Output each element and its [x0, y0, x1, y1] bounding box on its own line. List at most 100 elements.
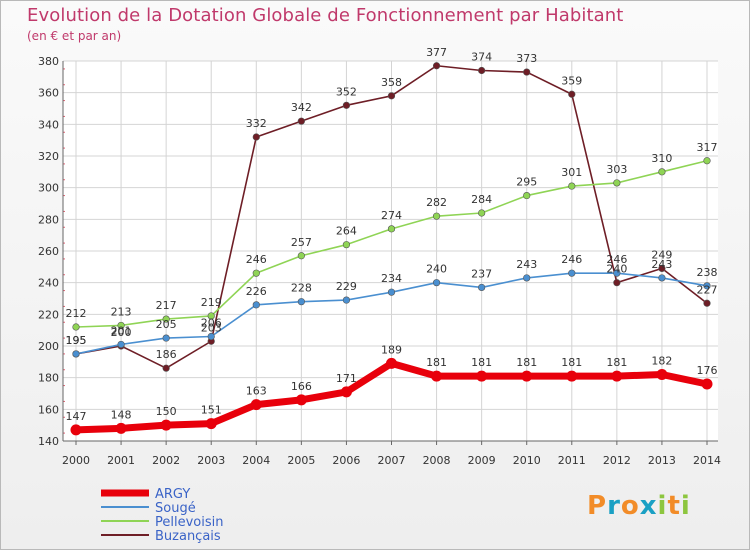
proxiti-logo: Proxiti [587, 491, 691, 521]
data-label: 163 [246, 385, 267, 398]
logo-letter: t [667, 491, 681, 521]
data-label: 181 [606, 356, 627, 369]
data-label: 186 [156, 348, 177, 361]
data-point [342, 101, 351, 109]
data-point [478, 66, 486, 75]
x-tick-label: 2007 [378, 454, 406, 467]
data-label: 205 [156, 318, 177, 331]
data-label: 246 [606, 253, 627, 266]
data-label: 206 [201, 317, 222, 330]
data-label: 217 [156, 299, 177, 312]
x-tick-label: 2006 [332, 454, 360, 467]
series-layer [70, 62, 713, 436]
data-point [613, 179, 621, 187]
y-tick-label: 380 [38, 55, 59, 68]
data-point [611, 370, 623, 382]
legend-label: Sougé [155, 501, 196, 516]
x-tick-label: 2009 [468, 454, 496, 467]
x-tick-label: 2004 [242, 454, 270, 467]
data-point [566, 370, 578, 382]
y-tick-label: 140 [38, 435, 59, 448]
y-tick-label: 240 [38, 277, 59, 290]
data-point [295, 394, 307, 406]
data-point [117, 340, 125, 349]
data-label: 332 [246, 117, 267, 130]
data-label: 151 [201, 404, 222, 417]
data-label: 374 [471, 51, 492, 64]
data-point [162, 334, 170, 342]
data-point [162, 315, 170, 323]
x-tick-label: 2011 [558, 454, 586, 467]
data-point [703, 299, 711, 307]
data-point [523, 191, 531, 200]
data-point [701, 378, 713, 390]
data-label: 243 [651, 258, 672, 271]
data-point [297, 298, 305, 306]
data-point [252, 269, 260, 277]
data-point [656, 369, 668, 380]
data-label: 301 [561, 166, 582, 179]
x-tick-label: 2010 [513, 454, 541, 467]
data-point [478, 283, 486, 292]
data-point [160, 419, 172, 431]
data-label: 238 [697, 266, 718, 279]
data-point [386, 357, 397, 369]
data-label: 219 [201, 296, 222, 309]
legend-label: Buzançais [155, 529, 221, 544]
data-point [297, 252, 305, 260]
logo-letter: P [587, 491, 608, 521]
x-tick-label: 2008 [423, 454, 451, 467]
data-point [342, 296, 351, 304]
x-tick-label: 2002 [152, 454, 180, 467]
data-point [432, 279, 441, 287]
x-tick-label: 2013 [648, 454, 676, 467]
data-point [72, 350, 80, 358]
data-point [431, 370, 443, 382]
data-label: 342 [291, 101, 312, 114]
data-label: 246 [561, 253, 582, 266]
data-label: 237 [471, 267, 492, 280]
logo-letter: o [620, 491, 640, 521]
data-label: 358 [381, 76, 402, 89]
data-label: 181 [471, 356, 492, 369]
y-tick-label: 340 [38, 118, 59, 131]
logo-letter: i [680, 491, 691, 521]
data-label: 226 [246, 285, 267, 298]
data-label: 228 [291, 282, 312, 295]
data-point [387, 288, 396, 296]
data-label: 243 [516, 258, 537, 271]
data-label: 171 [336, 372, 357, 385]
logo-letter: i [657, 491, 668, 521]
data-label: 249 [651, 248, 672, 261]
axis-layer: 140 160 180 200 220 240 260 280 300 320 340 360 380 2… [38, 55, 721, 467]
data-point [252, 301, 260, 309]
data-label: 213 [111, 305, 132, 318]
data-label: 195 [66, 334, 87, 347]
y-tick-label: 360 [38, 87, 59, 100]
y-tick-label: 300 [38, 182, 59, 195]
data-point [205, 418, 217, 430]
data-point [250, 399, 262, 411]
data-point [476, 370, 488, 382]
data-point [340, 386, 352, 398]
data-label: 201 [111, 324, 132, 337]
data-point [252, 133, 260, 141]
data-label: 317 [697, 141, 718, 154]
data-label: 189 [381, 343, 402, 356]
data-label: 195 [66, 334, 87, 347]
data-point [703, 157, 711, 165]
data-label: 310 [651, 152, 672, 165]
data-label: 203 [201, 321, 222, 334]
data-point [613, 269, 621, 277]
y-tick-label: 320 [38, 150, 59, 163]
data-label: 148 [111, 408, 132, 421]
y-tick-label: 200 [38, 340, 59, 353]
data-label: 181 [426, 356, 447, 369]
y-tick-label: 180 [38, 372, 59, 385]
data-label: 182 [651, 355, 672, 368]
data-point [523, 68, 531, 76]
data-label: 359 [561, 74, 582, 87]
data-point [568, 182, 576, 190]
